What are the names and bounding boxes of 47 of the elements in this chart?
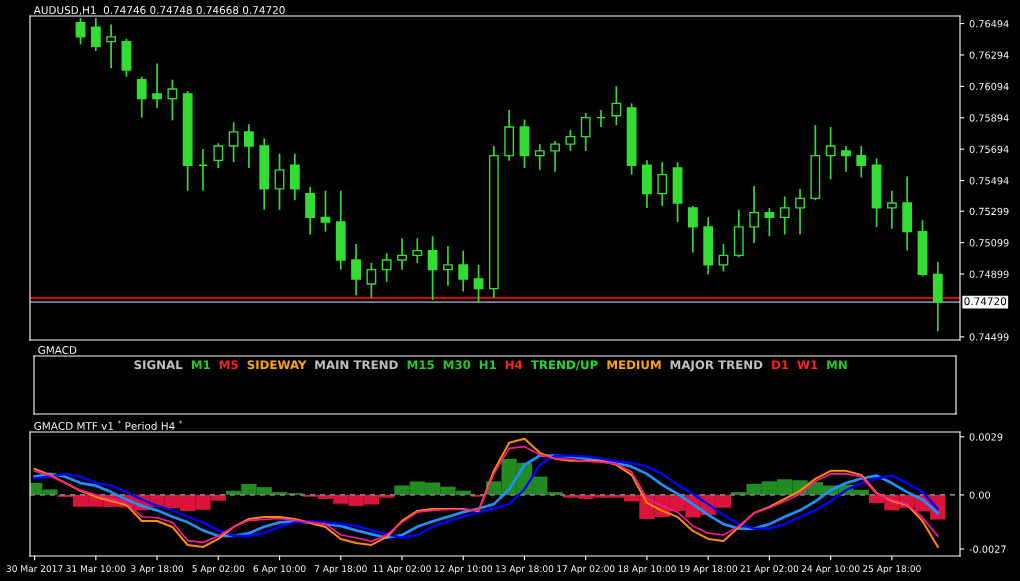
text: H4 (505, 360, 523, 370)
text: MAJOR TREND (670, 360, 763, 372)
text: SIGNAL (134, 360, 183, 370)
y-tick-label: 0.76294 (969, 51, 1009, 59)
ref-line-label: 0.74720 (964, 297, 1007, 306)
chart-title: GMACD MTF v1 $^{*}$ Period H4 $^{*}$ (34, 420, 183, 430)
x-tick-label: 31 Mar 10:00 (66, 565, 126, 573)
y-tick-label: 0.75894 (969, 114, 1009, 122)
x-tick-label: 7 Apr 18:00 (314, 565, 367, 574)
y-tick-label: 0.74899 (969, 270, 1009, 278)
x-tick-label: 30 Mar 2017 (6, 565, 63, 573)
x-tick-label: 21 Apr 02:00 (740, 565, 799, 574)
text: MEDIUM (607, 360, 661, 370)
text: TREND/UP (530, 360, 598, 371)
text: M1 (191, 360, 210, 370)
x-tick-label: 18 Apr 10:00 (618, 565, 676, 574)
text: W1 (797, 360, 818, 370)
y-tick-label: 0.75099 (969, 239, 1009, 247)
y-tick-label: -0.0027 (969, 545, 1006, 553)
text: H1 (479, 360, 496, 370)
text: MAIN TREND (315, 360, 398, 370)
x-tick-label: 17 Apr 02:00 (557, 565, 615, 574)
text: MN (827, 360, 847, 370)
y-tick-label: 0.75299 (969, 207, 1009, 216)
text: M15 (407, 360, 434, 370)
text: M5 (219, 360, 238, 370)
x-tick-label: 6 Apr 10:00 (253, 565, 306, 574)
chart-title: AUDUSD,H1 0.74746 0.74748 0.74668 0.74720 (33, 6, 285, 16)
text: SIDEWAY (247, 360, 307, 370)
x-tick-label: 5 Apr 02:00 (192, 565, 245, 574)
y-tick-label: 0.00 (969, 491, 991, 499)
y-tick-label: 0.75494 (969, 177, 1009, 185)
x-tick-label: 19 Apr 18:00 (679, 565, 737, 574)
x-tick-label: 12 Apr 10:00 (434, 565, 493, 574)
text: GMACD (38, 346, 77, 354)
x-tick-label: 25 Apr 18:00 (863, 565, 921, 574)
x-tick-label: 13 Apr 18:00 (496, 565, 554, 574)
x-tick-label: 3 Apr 18:00 (131, 565, 184, 574)
y-tick-label: 0.76494 (969, 20, 1009, 28)
y-tick-label: 0.76094 (969, 82, 1009, 91)
x-tick-label: 11 Apr 02:00 (373, 565, 431, 574)
y-tick-label: 0.75694 (969, 145, 1009, 154)
x-tick-label: 24 Apr 10:00 (801, 565, 860, 574)
text: D1 (772, 360, 789, 370)
y-tick-label: 0.0029 (969, 433, 1003, 441)
text: M30 (443, 360, 471, 370)
y-tick-label: 0.74499 (969, 333, 1009, 341)
